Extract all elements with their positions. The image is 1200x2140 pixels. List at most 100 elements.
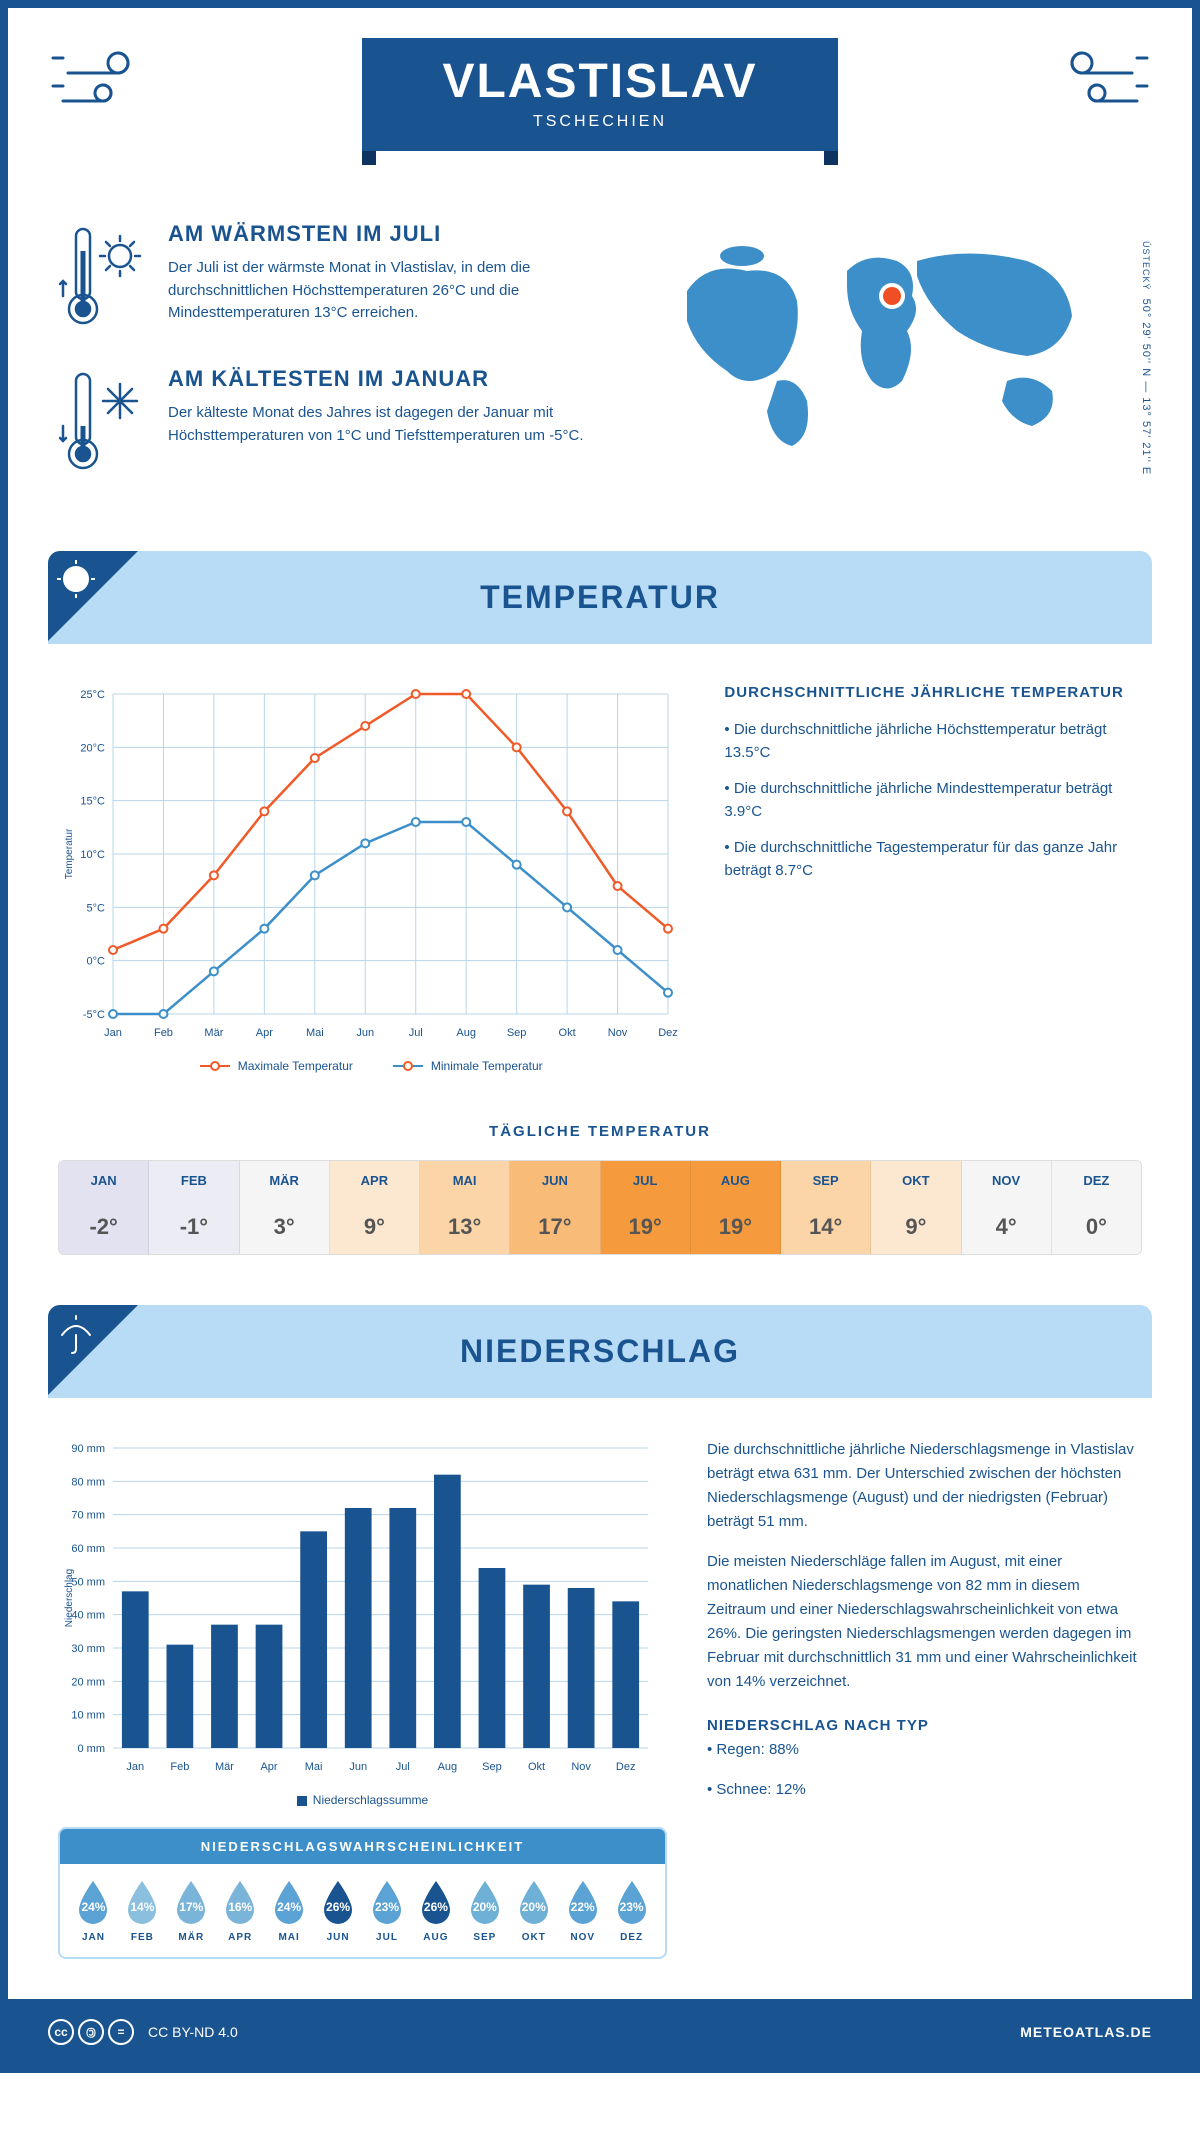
svg-text:Mai: Mai [306, 1027, 324, 1039]
probability-box: NIEDERSCHLAGSWAHRSCHEINLICHKEIT 24% JAN … [58, 1827, 667, 1959]
probability-cell: 24% MAI [266, 1878, 313, 1943]
page-container: VLASTISLAV TSCHECHIEN AM WÄRMSTEN IM JUL… [0, 0, 1200, 2073]
cold-fact: AM KÄLTESTEN IM JANUAR Der kälteste Mona… [58, 366, 627, 481]
svg-text:Apr: Apr [256, 1027, 273, 1039]
svg-text:90 mm: 90 mm [71, 1443, 105, 1455]
svg-text:Niederschlag: Niederschlag [64, 1569, 75, 1627]
precipitation-text: Die durchschnittliche jährliche Niedersc… [707, 1438, 1142, 1959]
svg-text:Jan: Jan [126, 1761, 144, 1773]
svg-text:-5°C: -5°C [83, 1009, 105, 1021]
precipitation-chart: 0 mm10 mm20 mm30 mm40 mm50 mm60 mm70 mm8… [58, 1438, 658, 1778]
svg-text:30 mm: 30 mm [71, 1643, 105, 1655]
precip-type-line: • Schnee: 12% [707, 1778, 1142, 1802]
probability-cell: 22% NOV [559, 1878, 606, 1943]
temp-cell: FEB -1° [149, 1161, 239, 1254]
stat-line: • Die durchschnittliche jährliche Mindes… [724, 778, 1142, 823]
precip-para: Die durchschnittliche jährliche Niedersc… [707, 1438, 1142, 1534]
svg-text:Jun: Jun [356, 1027, 374, 1039]
svg-text:Sep: Sep [482, 1761, 502, 1773]
svg-text:10 mm: 10 mm [71, 1710, 105, 1722]
temperature-chart: -5°C 0°C 5°C 10°C 15°C 20°C 25°C Jan Feb Mär Apr Ma… [58, 684, 684, 1073]
svg-text:5°C: 5°C [87, 902, 106, 914]
temperature-title: TEMPERATUR [480, 579, 720, 615]
svg-text:Aug: Aug [438, 1761, 458, 1773]
coordinates: ÚSTECKÝ 50° 29' 50'' N — 13° 57' 21'' E [1140, 241, 1152, 475]
svg-text:Sep: Sep [507, 1027, 527, 1039]
svg-text:Mär: Mär [204, 1027, 223, 1039]
svg-text:Dez: Dez [616, 1761, 636, 1773]
svg-text:15°C: 15°C [80, 796, 105, 808]
temp-cell: APR 9° [330, 1161, 420, 1254]
svg-text:Nov: Nov [608, 1027, 628, 1039]
svg-text:Feb: Feb [154, 1027, 173, 1039]
umbrella-icon [48, 1305, 138, 1395]
temperature-content: -5°C 0°C 5°C 10°C 15°C 20°C 25°C Jan Feb Mär Apr Ma… [8, 644, 1192, 1113]
temp-cell: DEZ 0° [1052, 1161, 1141, 1254]
svg-text:Okt: Okt [528, 1761, 545, 1773]
svg-text:0 mm: 0 mm [78, 1743, 106, 1755]
svg-text:Jul: Jul [396, 1761, 410, 1773]
cc-icons: cc🄯= [48, 2019, 134, 2045]
precipitation-header: NIEDERSCHLAG [48, 1305, 1152, 1398]
title-banner: VLASTISLAV TSCHECHIEN [362, 38, 837, 151]
temp-cell: JUL 19° [601, 1161, 691, 1254]
probability-cell: 17% MÄR [168, 1878, 215, 1943]
svg-text:Jun: Jun [349, 1761, 367, 1773]
temp-cell: MÄR 3° [240, 1161, 330, 1254]
temperature-stats: DURCHSCHNITTLICHE JÄHRLICHE TEMPERATUR •… [724, 684, 1142, 1073]
facts-column: AM WÄRMSTEN IM JULI Der Juli ist der wär… [58, 221, 627, 511]
temp-cell: MAI 13° [420, 1161, 510, 1254]
stat-line: • Die durchschnittliche jährliche Höchst… [724, 719, 1142, 764]
warm-title: AM WÄRMSTEN IM JULI [168, 221, 627, 247]
daily-temp-table: JAN -2° FEB -1° MÄR 3° APR 9° MAI 13° JU… [58, 1160, 1142, 1255]
svg-text:Mär: Mär [215, 1761, 234, 1773]
svg-text:25°C: 25°C [80, 689, 105, 701]
temp-cell: AUG 19° [691, 1161, 781, 1254]
svg-text:Aug: Aug [456, 1027, 476, 1039]
wind-icon [1042, 38, 1152, 118]
cold-text: Der kälteste Monat des Jahres ist dagege… [168, 402, 627, 447]
stats-title: DURCHSCHNITTLICHE JÄHRLICHE TEMPERATUR [724, 684, 1142, 701]
svg-text:Jan: Jan [104, 1027, 122, 1039]
city-name: VLASTISLAV [442, 54, 757, 109]
temp-legend: .legend-line:nth-child(1)::after{border-… [58, 1059, 684, 1073]
precipitation-left: 0 mm10 mm20 mm30 mm40 mm50 mm60 mm70 mm8… [58, 1438, 667, 1959]
temp-cell: JAN -2° [59, 1161, 149, 1254]
probability-cell: 14% FEB [119, 1878, 166, 1943]
world-map-icon [667, 221, 1097, 461]
probability-cell: 24% JAN [70, 1878, 117, 1943]
svg-text:50 mm: 50 mm [71, 1576, 105, 1588]
site-name: METEOATLAS.DE [1020, 2024, 1152, 2040]
temp-cell: SEP 14° [781, 1161, 871, 1254]
license-text: CC BY-ND 4.0 [148, 2024, 238, 2040]
probability-cell: 26% JUN [315, 1878, 362, 1943]
svg-text:60 mm: 60 mm [71, 1543, 105, 1555]
svg-text:20°C: 20°C [80, 742, 105, 754]
precipitation-title: NIEDERSCHLAG [460, 1333, 740, 1369]
temp-cell: OKT 9° [871, 1161, 961, 1254]
precipitation-content: 0 mm10 mm20 mm30 mm40 mm50 mm60 mm70 mm8… [8, 1398, 1192, 1999]
svg-text:Okt: Okt [559, 1027, 576, 1039]
svg-text:0°C: 0°C [87, 956, 106, 968]
svg-text:10°C: 10°C [80, 849, 105, 861]
precip-type-line: • Regen: 88% [707, 1738, 1142, 1762]
stat-line: • Die durchschnittliche Tagestemperatur … [724, 837, 1142, 882]
svg-text:20 mm: 20 mm [71, 1676, 105, 1688]
probability-cell: 26% AUG [412, 1878, 459, 1943]
svg-text:Apr: Apr [260, 1761, 277, 1773]
probability-cell: 23% JUL [364, 1878, 411, 1943]
cold-title: AM KÄLTESTEN IM JANUAR [168, 366, 627, 392]
warm-fact: AM WÄRMSTEN IM JULI Der Juli ist der wär… [58, 221, 627, 336]
header: VLASTISLAV TSCHECHIEN [8, 8, 1192, 201]
precip-para: Die meisten Niederschläge fallen im Augu… [707, 1550, 1142, 1694]
footer: cc🄯= CC BY-ND 4.0 METEOATLAS.DE [8, 1999, 1192, 2065]
temp-cell: NOV 4° [962, 1161, 1052, 1254]
svg-text:Nov: Nov [571, 1761, 591, 1773]
svg-text:Temperatur: Temperatur [64, 828, 75, 879]
probability-cell: 20% OKT [510, 1878, 557, 1943]
svg-text:Feb: Feb [170, 1761, 189, 1773]
svg-text:70 mm: 70 mm [71, 1510, 105, 1522]
warm-text: Der Juli ist der wärmste Monat in Vlasti… [168, 257, 627, 325]
svg-text:80 mm: 80 mm [71, 1476, 105, 1488]
intro-section: AM WÄRMSTEN IM JULI Der Juli ist der wär… [8, 201, 1192, 551]
